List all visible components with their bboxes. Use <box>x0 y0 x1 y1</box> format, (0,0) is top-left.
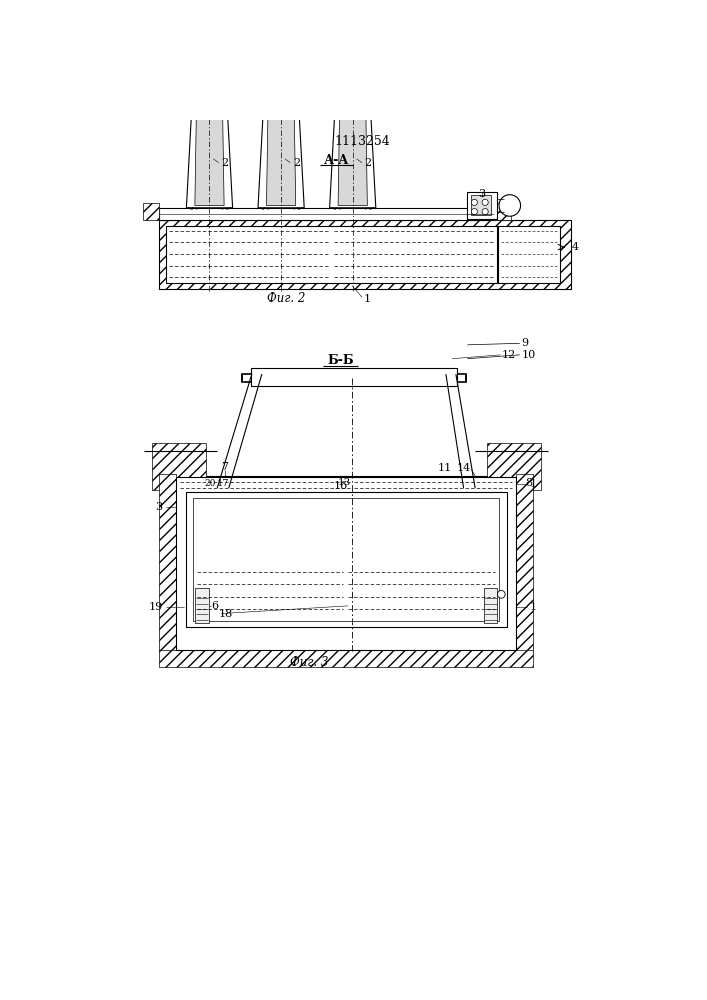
Circle shape <box>218 483 227 493</box>
Bar <box>251 368 457 386</box>
Text: 9: 9 <box>521 338 528 348</box>
Text: 20: 20 <box>204 479 216 488</box>
Text: 10: 10 <box>521 350 536 360</box>
Text: 14: 14 <box>457 463 471 473</box>
Text: 19: 19 <box>148 602 163 612</box>
Bar <box>516 474 533 651</box>
Circle shape <box>499 195 520 216</box>
Bar <box>229 477 464 488</box>
Circle shape <box>472 209 477 215</box>
Circle shape <box>465 483 474 493</box>
Circle shape <box>252 371 262 380</box>
Bar <box>165 226 497 283</box>
Polygon shape <box>195 110 224 205</box>
Bar <box>471 195 491 215</box>
Text: 2: 2 <box>221 158 228 168</box>
Text: 1113254: 1113254 <box>334 135 390 148</box>
Bar <box>193 498 499 620</box>
Bar <box>221 487 230 494</box>
Text: 1: 1 <box>364 294 371 304</box>
Text: 7: 7 <box>221 462 228 472</box>
Bar <box>160 474 176 651</box>
Text: 13: 13 <box>338 478 351 487</box>
Text: 6: 6 <box>211 601 218 611</box>
Bar <box>464 487 473 494</box>
Bar <box>152 443 206 490</box>
Bar <box>160 220 571 289</box>
Text: Б-Б: Б-Б <box>327 354 354 367</box>
Text: 8: 8 <box>525 478 532 488</box>
Bar <box>484 588 498 623</box>
Bar <box>206 476 486 490</box>
Text: 1: 1 <box>530 479 537 489</box>
Text: 18: 18 <box>218 609 233 619</box>
Circle shape <box>446 371 455 380</box>
Bar <box>242 374 466 382</box>
Text: 11: 11 <box>437 463 452 473</box>
Polygon shape <box>267 110 296 205</box>
Circle shape <box>472 199 477 205</box>
Text: Фиг. 3: Фиг. 3 <box>291 656 329 669</box>
Circle shape <box>498 590 506 598</box>
Bar <box>160 220 571 289</box>
Text: 12: 12 <box>502 350 516 360</box>
Polygon shape <box>258 108 304 208</box>
Polygon shape <box>187 108 233 208</box>
Bar <box>176 477 516 650</box>
Text: 16: 16 <box>333 481 348 491</box>
Bar <box>160 650 533 667</box>
Text: Фиг. 2: Фиг. 2 <box>267 292 305 305</box>
Bar <box>494 203 511 220</box>
Text: 4: 4 <box>571 242 578 252</box>
Circle shape <box>482 199 489 205</box>
Text: 17: 17 <box>216 479 229 488</box>
Bar <box>467 192 497 219</box>
Bar <box>186 492 507 627</box>
Circle shape <box>482 209 489 215</box>
Text: 3: 3 <box>156 502 163 512</box>
Polygon shape <box>338 110 368 205</box>
Text: 3: 3 <box>479 189 486 199</box>
Bar <box>486 443 541 490</box>
Text: 2: 2 <box>365 158 372 168</box>
Text: 1: 1 <box>530 602 537 612</box>
Bar <box>498 226 560 283</box>
Text: А-А: А-А <box>324 154 349 167</box>
Bar <box>143 203 160 220</box>
Text: 2: 2 <box>293 158 300 168</box>
Polygon shape <box>329 108 376 208</box>
Bar <box>195 588 209 623</box>
Bar <box>160 208 494 220</box>
